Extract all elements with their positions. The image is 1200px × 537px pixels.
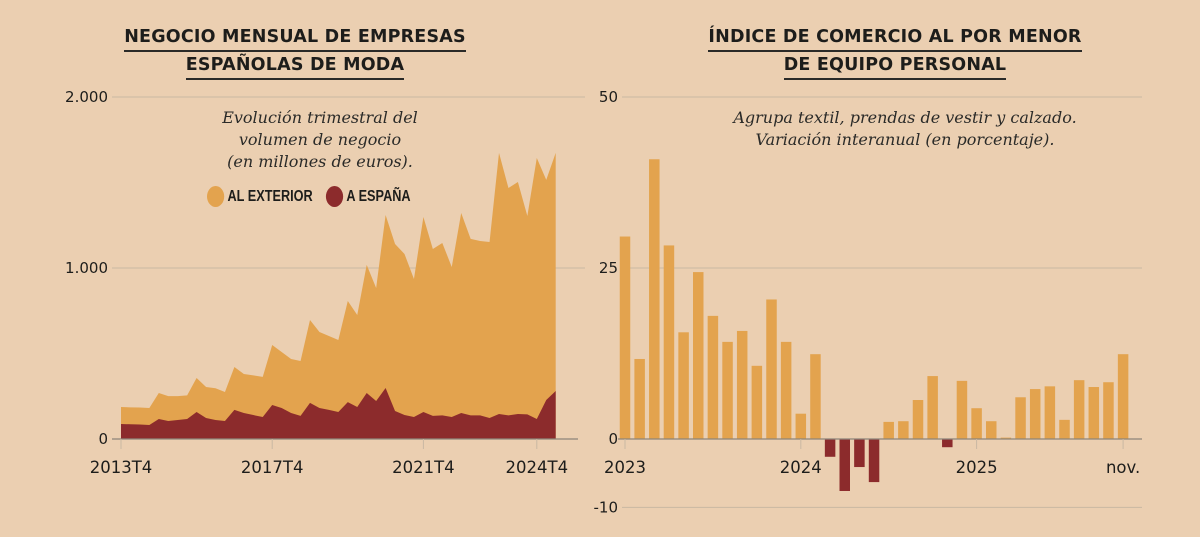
- area-chart-title: NEGOCIO MENSUAL DE EMPRESAS ESPAÑOLAS DE…: [0, 24, 590, 80]
- bar: [942, 439, 953, 448]
- bar: [1059, 419, 1070, 439]
- bar-chart-title-line-1: ÍNDICE DE COMERCIO AL POR MENOR: [708, 24, 1082, 52]
- area-ytick-label: 0: [98, 430, 108, 448]
- area-chart-subtitle-line-1: Evolución trimestral del: [222, 108, 418, 127]
- bar: [986, 421, 997, 439]
- bar: [722, 341, 733, 439]
- bar: [766, 299, 777, 439]
- bar: [883, 421, 894, 439]
- bar: [736, 330, 748, 439]
- legend-item-exterior: AL EXTERIOR: [207, 186, 313, 207]
- bar-chart-title: ÍNDICE DE COMERCIO AL POR MENOR DE EQUIP…: [590, 24, 1200, 80]
- area-xtick-label: 2021T4: [392, 458, 455, 477]
- bar: [619, 236, 631, 439]
- bar: [1015, 397, 1026, 439]
- bar-chart-subtitle: Agrupa textil, prendas de vestir y calza…: [610, 107, 1200, 151]
- bar-chart-title-line-2: DE EQUIPO PERSONAL: [783, 52, 1007, 80]
- area-xtick-label: 2017T4: [241, 458, 304, 477]
- legend-label-espana: A ESPAÑA: [346, 187, 411, 205]
- area-series-espana: [121, 388, 556, 439]
- area-series-exterior: [121, 152, 556, 440]
- bar: [1117, 354, 1129, 439]
- legend-swatch-exterior-icon: [207, 186, 225, 207]
- bar-xtick-label: 2025: [956, 458, 998, 477]
- bar: [663, 245, 675, 439]
- bar: [1073, 380, 1085, 439]
- area-chart-legend: AL EXTERIOR A ESPAÑA: [207, 186, 419, 207]
- bar: [868, 439, 880, 483]
- bar: [634, 358, 645, 439]
- bar: [898, 421, 909, 439]
- bar-chart: -10 0 25 50 2023 2024 2025 nov.: [594, 88, 1142, 516]
- legend-swatch-espana-icon: [325, 186, 344, 207]
- bar: [780, 341, 792, 439]
- legend-item-espana: A ESPAÑA: [325, 186, 411, 207]
- bar: [1000, 437, 1012, 439]
- bar: [810, 354, 821, 439]
- bar-xtick-label: 2023: [604, 458, 646, 477]
- bar: [678, 332, 689, 439]
- bar: [795, 413, 807, 439]
- bar-ytick-label: 25: [599, 259, 618, 277]
- retail-index-panel: ÍNDICE DE COMERCIO AL POR MENOR DE EQUIP…: [590, 0, 1200, 537]
- bar: [839, 439, 850, 491]
- bar: [854, 439, 865, 468]
- bar: [824, 439, 836, 457]
- area-chart-subtitle-line-3: (en millones de euros).: [227, 152, 413, 171]
- bar-xtick-label: 2024: [780, 458, 822, 477]
- bar: [649, 159, 660, 439]
- area-chart-subtitle: Evolución trimestral del volumen de nego…: [30, 107, 610, 173]
- bar-ytick-label: -10: [594, 498, 619, 516]
- bar-ytick-label: 50: [599, 88, 618, 106]
- area-chart-title-line-1: NEGOCIO MENSUAL DE EMPRESAS: [124, 24, 466, 52]
- bar: [1088, 387, 1100, 439]
- area-chart-subtitle-line-2: volumen de negocio: [238, 130, 402, 149]
- area-ytick-label: 1.000: [65, 259, 108, 277]
- area-xtick-label: 2024T4: [506, 458, 569, 477]
- bar: [751, 365, 763, 439]
- bar: [927, 376, 938, 439]
- area-chart: 0 1.000 2.000 2013T4 2017T4 2021T4 2024T4: [65, 88, 585, 477]
- legend-label-exterior: AL EXTERIOR: [227, 187, 313, 205]
- bar: [1044, 386, 1056, 439]
- bar: [956, 380, 968, 439]
- fashion-business-panel: NEGOCIO MENSUAL DE EMPRESAS ESPAÑOLAS DE…: [0, 0, 590, 537]
- bar-chart-subtitle-line-2: Variación interanual (en porcentaje).: [755, 130, 1055, 149]
- bar-ytick-label: 0: [608, 430, 618, 448]
- bar: [1029, 389, 1041, 439]
- bar: [693, 272, 704, 439]
- area-chart-title-line-2: ESPAÑOLAS DE MODA: [185, 52, 405, 80]
- bar: [912, 400, 924, 439]
- area-xtick-label: 2013T4: [90, 458, 153, 477]
- area-ytick-label: 2.000: [65, 88, 108, 106]
- bar: [707, 315, 719, 439]
- bar-chart-subtitle-line-1: Agrupa textil, prendas de vestir y calza…: [733, 108, 1077, 127]
- bar-xtick-label: nov.: [1106, 458, 1140, 477]
- bar: [1103, 382, 1114, 439]
- bar: [971, 408, 982, 439]
